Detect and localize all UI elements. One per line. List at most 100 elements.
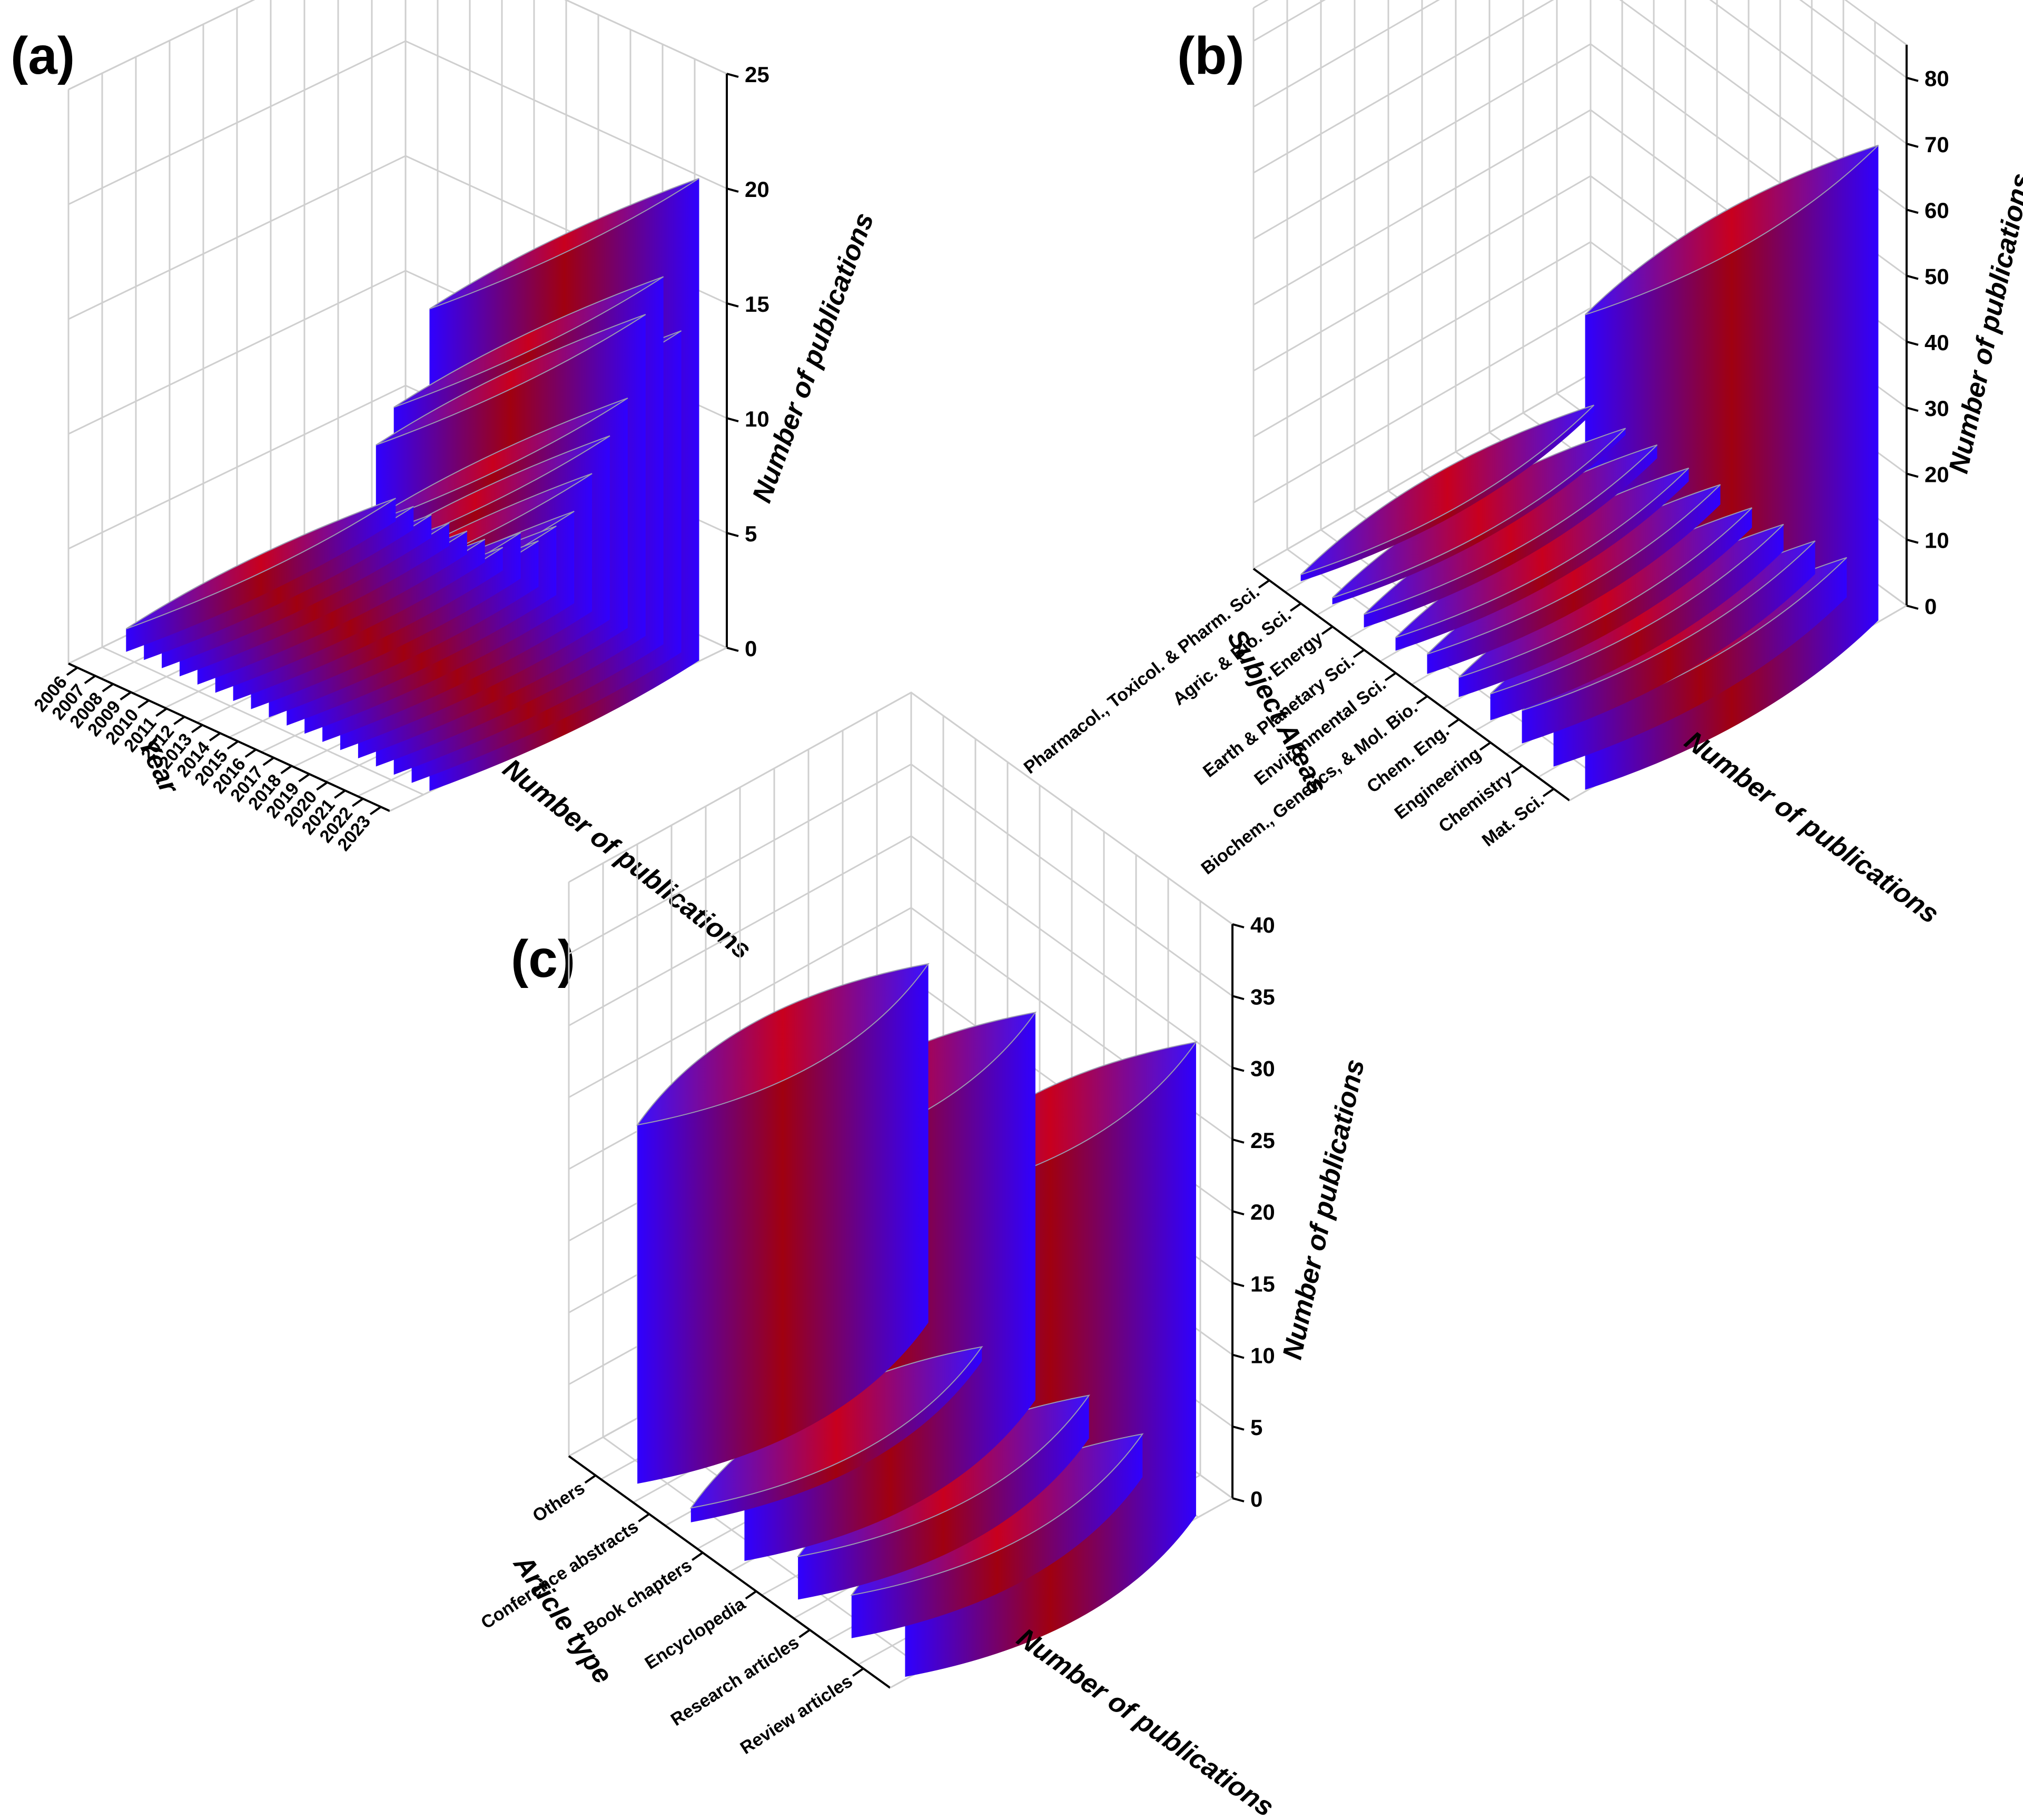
value-tick-mark [1232, 995, 1245, 1001]
value-tick-label: 10 [745, 407, 769, 431]
wall-gridline [1253, 0, 1907, 211]
bar-body [1395, 468, 1689, 651]
category-tick-mark [852, 1667, 864, 1677]
bars [636, 963, 1198, 1677]
category-tick-mark [1321, 626, 1334, 635]
value-tick-mark [1232, 923, 1245, 928]
value-tick-mark [1232, 1138, 1245, 1144]
value-tick-mark [726, 73, 739, 78]
value-tick-label: 30 [1250, 1056, 1275, 1081]
bar-body [1553, 557, 1847, 767]
value-tick-mark [726, 187, 739, 193]
bar-body [798, 1395, 1089, 1600]
category-tick-mark [137, 699, 150, 709]
value-tick-label: 50 [1925, 264, 1949, 289]
category-label: Review articles [737, 1671, 856, 1758]
category-tick-mark [173, 716, 185, 725]
category-axis-line [568, 1455, 891, 1689]
category-tick-mark [120, 691, 132, 701]
category-tick-mark [155, 707, 167, 717]
value-tick-label: 20 [1925, 462, 1949, 487]
bar-body [126, 498, 396, 652]
panel-label: (b) [1177, 26, 1245, 85]
category-tick-mark [1384, 672, 1397, 681]
value-tick-label: 15 [745, 292, 769, 316]
bar-top [1300, 404, 1595, 576]
bar-top [358, 398, 628, 529]
bar-top [125, 498, 396, 630]
category-axis-line [68, 662, 390, 812]
category-tick-mark [102, 683, 114, 693]
bar-body [690, 1347, 982, 1522]
value-tick-label: 5 [745, 521, 757, 546]
category-tick-mark [191, 724, 203, 734]
value-tick-mark [1906, 274, 1919, 280]
category-tick-mark [244, 748, 256, 758]
value-tick-label: 40 [1925, 330, 1949, 355]
panel-label: (a) [11, 26, 75, 85]
value-tick-mark [1906, 407, 1919, 412]
value-tick-label: 20 [745, 177, 769, 202]
value-tick-label: 10 [1250, 1343, 1275, 1368]
value-tick-label: 25 [745, 62, 769, 87]
value-tick-label: 40 [1250, 913, 1275, 937]
value-tick-label: 15 [1250, 1271, 1275, 1296]
value-tick-mark [1232, 1066, 1245, 1072]
value-tick-mark [1232, 1425, 1245, 1431]
category-axis-line [1252, 568, 1571, 802]
bars [1300, 144, 1879, 790]
category-tick-mark [334, 789, 346, 799]
value-tick-label: 5 [1250, 1415, 1262, 1440]
value-tick-mark [1232, 1497, 1245, 1502]
value-tick-mark [1906, 209, 1919, 214]
value-tick-mark [1906, 76, 1919, 82]
depth-axis-title: Number of publications [1011, 1623, 1279, 1820]
category-label: Others [529, 1478, 589, 1527]
value-tick-label: 70 [1925, 132, 1949, 157]
value-tick-mark [1906, 472, 1919, 478]
value-tick-mark [1232, 1353, 1245, 1359]
category-tick-mark [1542, 788, 1555, 797]
category-tick-mark [1447, 718, 1460, 728]
value-tick-label: 0 [1925, 594, 1937, 619]
panel-label: (c) [511, 929, 575, 988]
category-tick-mark [1416, 695, 1428, 705]
value-tick-mark [726, 647, 739, 652]
category-tick-mark [209, 732, 221, 741]
category-tick-mark [226, 740, 239, 750]
chart-panel-a: (a)0510152025200620072008200920102011201… [11, 0, 880, 965]
wall-gridline [68, 40, 727, 205]
bar [1300, 404, 1595, 581]
category-tick-mark [66, 667, 78, 676]
value-tick-mark [1232, 1210, 1245, 1215]
category-tick-mark [1511, 765, 1523, 774]
category-tick-mark [316, 781, 328, 791]
category-tick-mark [584, 1475, 596, 1484]
category-tick-mark [638, 1513, 650, 1522]
value-tick-mark [726, 417, 739, 422]
value-tick-label: 35 [1250, 984, 1275, 1009]
bar-body [637, 964, 929, 1484]
category-tick-mark [745, 1590, 757, 1600]
category-tick-mark [84, 675, 96, 684]
value-tick-mark [1906, 143, 1919, 148]
category-label: Book chapters [580, 1555, 696, 1640]
category-tick-mark [262, 757, 274, 766]
category-label: Encyclopedia [642, 1594, 749, 1674]
bars [125, 177, 699, 792]
bar-body [851, 1433, 1143, 1638]
wall-gridline [1253, 0, 1907, 145]
category-tick-mark [692, 1551, 704, 1561]
y-axis-title: Number of publications [746, 209, 880, 507]
bar-body [1364, 444, 1657, 628]
bar-body [1427, 484, 1721, 674]
bar [125, 498, 396, 652]
y-axis-title: Number of publications [1943, 171, 2023, 476]
value-tick-label: 0 [745, 636, 757, 661]
value-tick-mark [1906, 605, 1919, 610]
bar [636, 963, 930, 1484]
value-tick-mark [726, 532, 739, 537]
category-tick-mark [798, 1629, 811, 1638]
bar-top [376, 314, 646, 446]
